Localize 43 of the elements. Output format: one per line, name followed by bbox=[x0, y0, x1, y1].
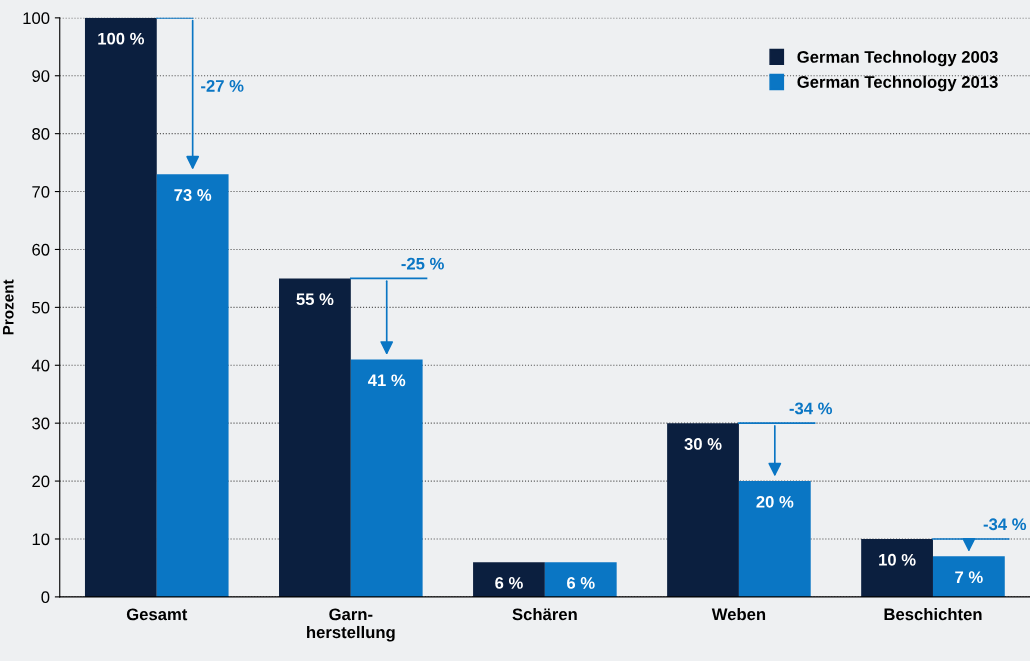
data-label: 73 % bbox=[174, 189, 212, 201]
bar bbox=[84, 17, 157, 597]
bar bbox=[932, 556, 1005, 597]
data-label: 6 % bbox=[567, 577, 595, 589]
bar bbox=[738, 481, 811, 597]
legend-label: German Technology 2003 bbox=[797, 50, 998, 67]
x-tick-label: Garn- herstellung bbox=[307, 608, 395, 642]
data-label: 6 % bbox=[495, 577, 523, 589]
annotation: -34 % bbox=[789, 402, 833, 415]
x-tick-label: Schären bbox=[512, 607, 577, 621]
bar bbox=[861, 538, 933, 597]
annotation: -27 % bbox=[201, 80, 244, 92]
annotation: -25 % bbox=[401, 257, 444, 270]
bar bbox=[544, 562, 617, 597]
bar bbox=[350, 359, 423, 597]
y-tick-label: 0 bbox=[41, 591, 50, 604]
data-label: 55 % bbox=[296, 293, 334, 306]
y-tick-label: 20 bbox=[32, 475, 50, 488]
x-tick-label: Gesamt bbox=[126, 608, 188, 621]
data-label: 20 % bbox=[756, 495, 794, 508]
bar bbox=[156, 174, 229, 597]
data-label: 100 % bbox=[98, 32, 145, 45]
data-label: 7 % bbox=[955, 571, 983, 584]
bar bbox=[279, 278, 351, 597]
y-axis-title: Prozent bbox=[2, 279, 14, 335]
data-label: 41 % bbox=[367, 374, 406, 387]
annotation: -34 % bbox=[983, 518, 1027, 531]
bar bbox=[473, 562, 545, 597]
y-tick-label: 50 bbox=[32, 301, 50, 314]
data-label: 10 % bbox=[879, 553, 916, 566]
legend-label: German Technology 2013 bbox=[797, 75, 998, 92]
y-tick-label: 10 bbox=[32, 533, 50, 546]
x-tick-label: Weben bbox=[711, 607, 766, 621]
y-tick-label: 90 bbox=[32, 70, 50, 82]
y-tick-label: 60 bbox=[32, 243, 50, 256]
data-label: 30 % bbox=[684, 438, 722, 450]
y-tick-label: 80 bbox=[32, 128, 50, 140]
y-tick-label: 30 bbox=[32, 417, 50, 430]
y-tick-label: 70 bbox=[32, 185, 50, 198]
bar bbox=[667, 423, 739, 597]
y-tick-label: 40 bbox=[31, 359, 50, 372]
x-tick-label: Beschichten bbox=[884, 607, 982, 621]
y-tick-label: 100 bbox=[23, 12, 50, 25]
